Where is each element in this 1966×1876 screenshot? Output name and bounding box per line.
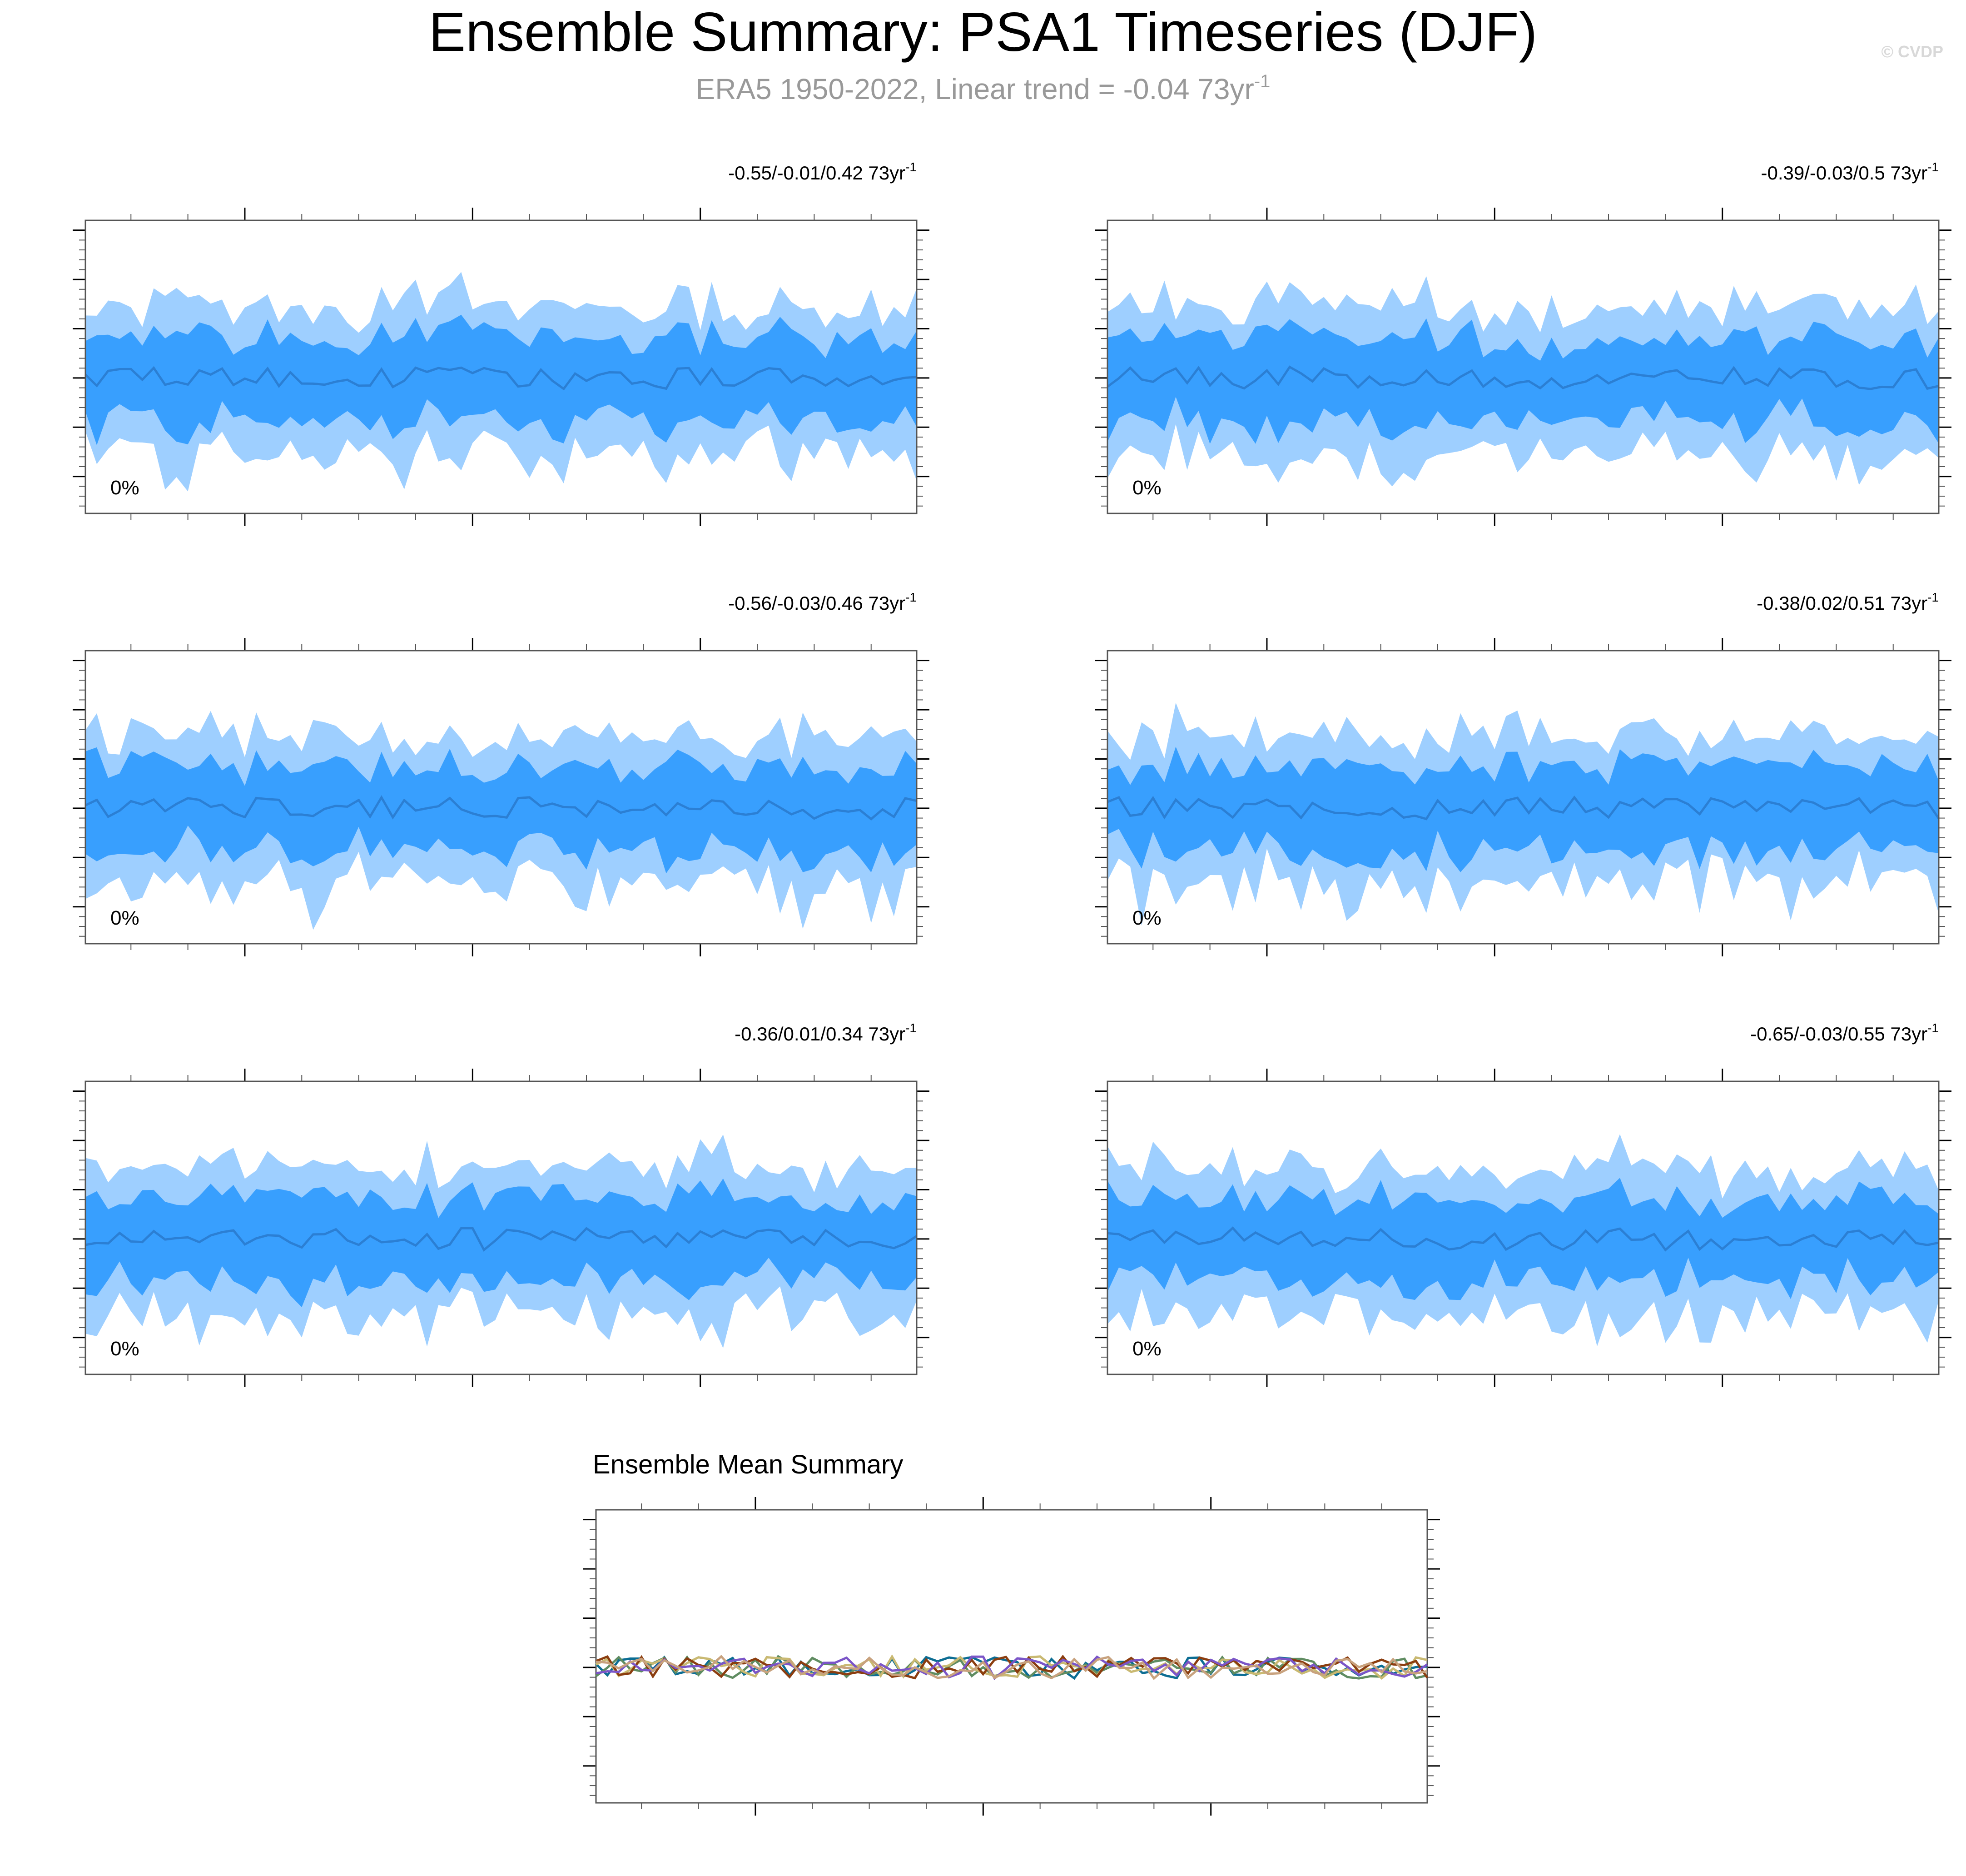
trend-text: -0.36/0.01/0.34 73yr bbox=[735, 1023, 905, 1045]
ensemble-median-line bbox=[84, 795, 917, 821]
trend-sup: -1 bbox=[905, 160, 917, 174]
percent-label: 0% bbox=[1132, 1338, 1162, 1360]
ensemble-mean-line bbox=[596, 1655, 1428, 1680]
panel-2: -0.39/-0.03/0.5 73yr-1 0% bbox=[1095, 160, 1951, 526]
ensemble-median-line bbox=[1107, 795, 1940, 821]
plot-frame bbox=[1107, 650, 1940, 945]
ensemble-mean-line bbox=[595, 1654, 1428, 1680]
ensemble-median-line bbox=[85, 1227, 918, 1252]
panel-3: -0.56/-0.03/0.46 73yr-1 0% bbox=[73, 590, 929, 956]
percent-label: 0% bbox=[110, 907, 139, 929]
trend-sup: -1 bbox=[1927, 590, 1939, 604]
trend-sup: -1 bbox=[1927, 160, 1939, 174]
panel-1: -0.55/-0.01/0.42 73yr-1 0% bbox=[73, 160, 929, 526]
plot-frame bbox=[1107, 219, 1940, 514]
trend-text: -0.38/0.02/0.51 73yr bbox=[1757, 592, 1927, 614]
ensemble-median-line bbox=[1107, 365, 1939, 390]
trend-text: -0.56/-0.03/0.46 73yr bbox=[728, 592, 905, 614]
trend-text: -0.55/-0.01/0.42 73yr bbox=[728, 162, 905, 184]
plot-frame bbox=[84, 650, 918, 945]
plot-frame bbox=[595, 1509, 1428, 1804]
panel-4: -0.38/0.02/0.51 73yr-1 0% bbox=[1095, 590, 1951, 956]
panel-ensemble-mean: Ensemble Mean Summary bbox=[583, 1450, 1440, 1816]
trend-sup: -1 bbox=[1927, 1021, 1939, 1035]
ensemble-median-line bbox=[84, 366, 917, 391]
trend-sup: -1 bbox=[905, 590, 917, 604]
percent-label: 0% bbox=[1132, 477, 1162, 499]
inner-percentile-band bbox=[85, 314, 917, 445]
trend-label: -0.56/-0.03/0.46 73yr-1 bbox=[728, 590, 917, 614]
plot-frame bbox=[84, 219, 918, 514]
panel-title: Ensemble Mean Summary bbox=[593, 1450, 903, 1479]
plot-frame bbox=[84, 1080, 918, 1375]
subtitle: ERA5 1950-2022, Linear trend = -0.04 73y… bbox=[696, 71, 1271, 105]
inner-percentile-band bbox=[85, 747, 917, 874]
trend-label: -0.38/0.02/0.51 73yr-1 bbox=[1757, 590, 1939, 614]
trend-label: -0.36/0.01/0.34 73yr-1 bbox=[735, 1021, 917, 1045]
percent-label: 0% bbox=[110, 477, 139, 499]
panel-6: -0.65/-0.03/0.55 73yr-1 0% bbox=[1095, 1021, 1951, 1387]
trend-label: -0.65/-0.03/0.55 73yr-1 bbox=[1750, 1021, 1939, 1045]
subtitle-sup: -1 bbox=[1254, 71, 1271, 91]
trend-text: -0.65/-0.03/0.55 73yr bbox=[1750, 1023, 1927, 1045]
panels: -0.55/-0.01/0.42 73yr-10%-0.39/-0.03/0.5… bbox=[73, 160, 1951, 1816]
panel-5: -0.36/0.01/0.34 73yr-1 0% bbox=[73, 1021, 929, 1387]
trend-label: -0.39/-0.03/0.5 73yr-1 bbox=[1761, 160, 1939, 184]
inner-percentile-band bbox=[85, 1178, 917, 1308]
percent-label: 0% bbox=[110, 1338, 139, 1360]
credit-label: © CVDP bbox=[1881, 42, 1943, 61]
plot-frame bbox=[1107, 1080, 1940, 1375]
main-title: Ensemble Summary: PSA1 Timeseries (DJF) bbox=[429, 1, 1538, 63]
ensemble-mean-line bbox=[596, 1655, 1428, 1680]
subtitle-text: ERA5 1950-2022, Linear trend = -0.04 73y… bbox=[696, 73, 1254, 105]
trend-text: -0.39/-0.03/0.5 73yr bbox=[1761, 162, 1928, 184]
ensemble-median-line bbox=[1107, 1226, 1939, 1252]
percent-label: 0% bbox=[1132, 907, 1162, 929]
trend-sup: -1 bbox=[905, 1021, 917, 1035]
inner-percentile-band bbox=[1107, 746, 1939, 872]
trend-label: -0.55/-0.01/0.42 73yr-1 bbox=[728, 160, 917, 184]
